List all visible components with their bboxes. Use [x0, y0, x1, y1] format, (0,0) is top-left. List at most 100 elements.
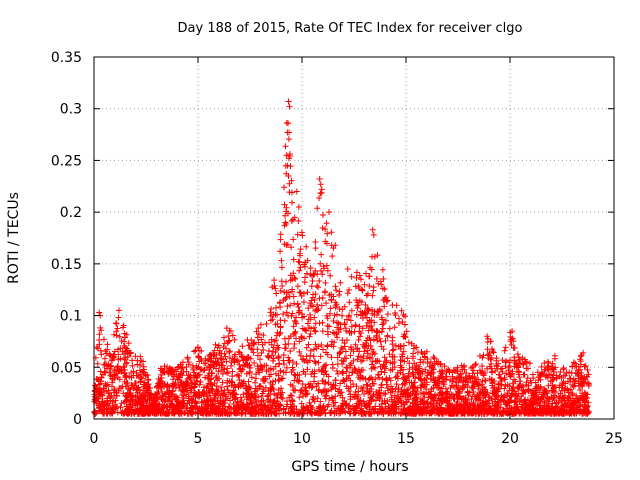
data-point: [379, 266, 386, 273]
data-point: [390, 346, 397, 353]
y-tick-label: 0.35: [51, 50, 82, 66]
data-point: [245, 378, 252, 385]
data-point: [213, 404, 220, 411]
data-point: [335, 388, 342, 395]
data-point: [267, 379, 274, 386]
data-point: [292, 275, 299, 282]
data-point: [395, 315, 402, 322]
data-point: [311, 373, 318, 380]
data-point: [358, 286, 365, 293]
data-point: [340, 368, 347, 375]
data-point: [372, 403, 379, 410]
data-point: [421, 376, 428, 383]
data-point: [290, 331, 297, 338]
data-point: [507, 333, 514, 340]
data-point: [538, 363, 545, 370]
data-point: [319, 212, 326, 219]
data-point: [305, 341, 312, 348]
data-point: [359, 325, 366, 332]
data-point: [361, 391, 368, 398]
data-point: [385, 409, 392, 416]
data-point: [317, 353, 324, 360]
data-point: [205, 397, 212, 404]
data-point: [292, 319, 299, 326]
data-point: [324, 267, 331, 274]
data-point: [293, 360, 300, 367]
data-point: [348, 307, 355, 314]
data-point: [423, 348, 430, 355]
data-point: [259, 390, 266, 397]
data-point: [362, 301, 369, 308]
data-point: [453, 402, 460, 409]
data-point: [355, 391, 362, 398]
data-point: [439, 392, 446, 399]
data-point: [557, 368, 564, 375]
data-point: [140, 387, 147, 394]
data-point: [359, 315, 366, 322]
data-point: [103, 350, 110, 357]
data-point: [236, 372, 243, 379]
data-point: [334, 324, 341, 331]
data-point: [326, 310, 333, 317]
data-point: [197, 378, 204, 385]
data-point: [150, 404, 157, 411]
data-point: [221, 340, 228, 347]
data-point: [493, 402, 500, 409]
data-point: [391, 324, 398, 331]
data-point: [225, 333, 232, 340]
data-point: [304, 410, 311, 417]
data-point: [316, 176, 323, 183]
data-point: [297, 352, 304, 359]
data-point: [99, 371, 106, 378]
data-point: [375, 372, 382, 379]
data-point: [344, 290, 351, 297]
data-point: [280, 361, 287, 368]
data-point: [544, 365, 551, 372]
data-point: [354, 346, 361, 353]
data-point: [414, 398, 421, 405]
data-point: [226, 348, 233, 355]
data-point: [94, 375, 101, 382]
data-point: [346, 299, 353, 306]
data-point: [168, 391, 175, 398]
data-point: [450, 395, 457, 402]
data-point: [382, 317, 389, 324]
data-point: [113, 332, 120, 339]
data-point: [124, 379, 131, 386]
data-point: [280, 357, 287, 364]
data-point: [277, 329, 284, 336]
data-point: [105, 402, 112, 409]
data-point: [228, 378, 235, 385]
data-point: [378, 328, 385, 335]
data-point: [221, 366, 228, 373]
data-point: [368, 346, 375, 353]
data-point: [258, 402, 265, 409]
data-point: [114, 366, 121, 373]
data-point: [215, 342, 222, 349]
data-point: [581, 374, 588, 381]
data-point: [352, 283, 359, 290]
data-point: [315, 284, 322, 291]
data-point: [214, 377, 221, 384]
data-point: [294, 377, 301, 384]
data-point: [394, 395, 401, 402]
data-point: [260, 376, 267, 383]
data-point: [479, 378, 486, 385]
data-point: [500, 393, 507, 400]
data-point: [378, 368, 385, 375]
data-point: [204, 383, 211, 390]
data-point: [295, 217, 302, 224]
data-point: [292, 329, 299, 336]
data-point: [566, 410, 573, 417]
data-point: [485, 400, 492, 407]
data-point: [180, 395, 187, 402]
data-point: [417, 406, 424, 413]
data-point: [130, 385, 137, 392]
data-point: [356, 272, 363, 279]
data-point: [121, 399, 128, 406]
data-point: [514, 403, 521, 410]
data-point: [393, 302, 400, 309]
data-point: [192, 399, 199, 406]
data-point: [180, 368, 187, 375]
data-point: [291, 214, 298, 221]
